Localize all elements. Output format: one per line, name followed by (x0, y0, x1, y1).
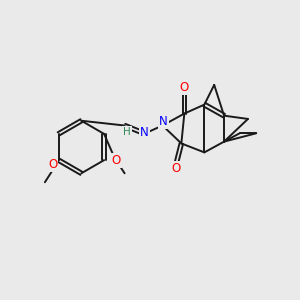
Text: H: H (123, 127, 131, 137)
Text: O: O (112, 154, 121, 167)
Text: O: O (48, 158, 57, 171)
Text: N: N (140, 127, 149, 140)
Text: N: N (159, 116, 168, 128)
Text: O: O (171, 162, 180, 175)
Text: O: O (180, 81, 189, 94)
